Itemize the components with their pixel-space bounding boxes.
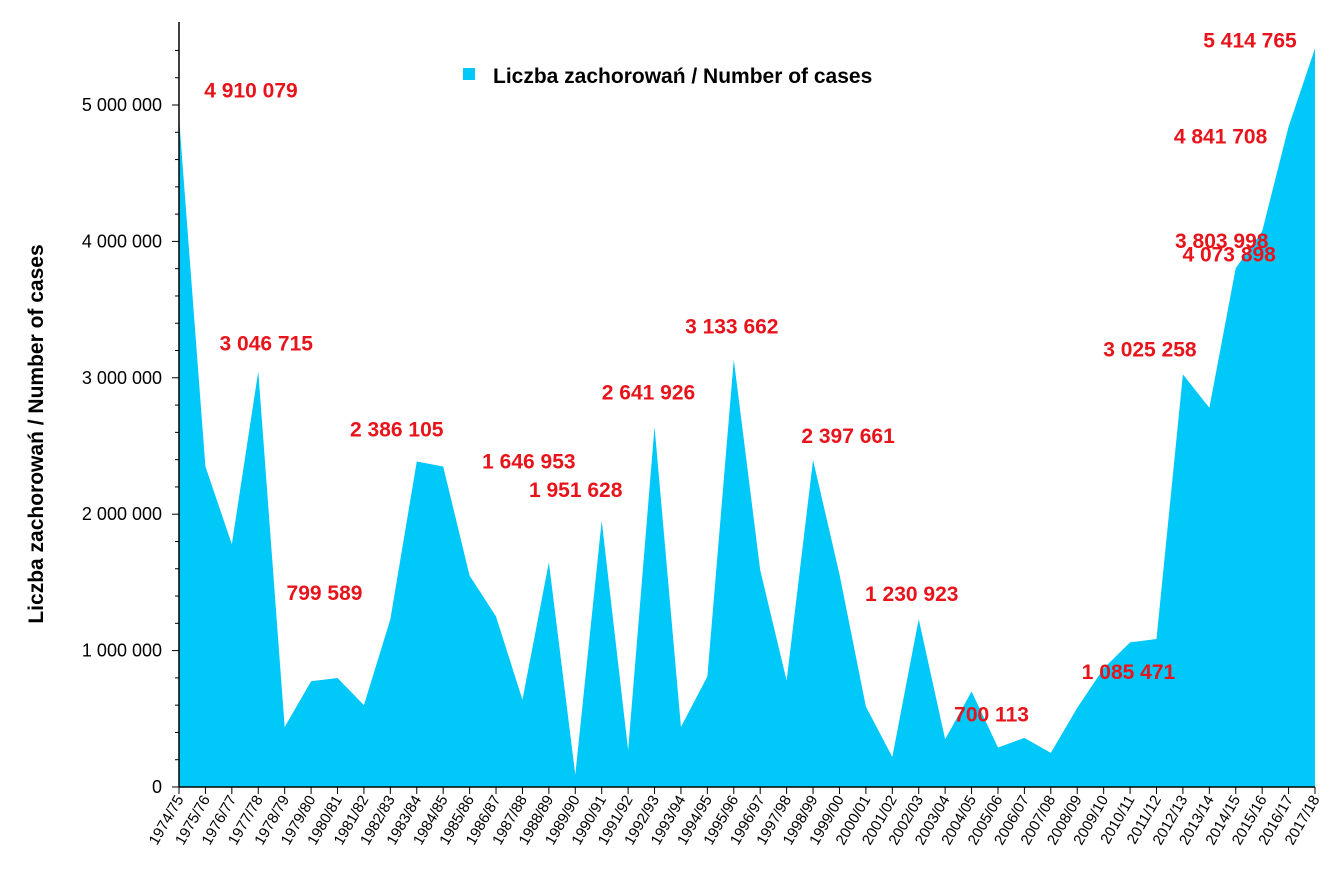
data-label: 1 646 953 [482, 450, 575, 473]
data-label: 1 230 923 [865, 583, 958, 606]
data-label: 4 841 708 [1174, 126, 1268, 149]
data-label: 2 397 661 [801, 425, 895, 448]
data-label: 799 589 [287, 582, 363, 605]
data-label: 1 085 471 [1082, 661, 1176, 684]
y-tick-label: 3 000 000 [82, 368, 162, 388]
data-label: 3 803 998 [1175, 230, 1269, 253]
data-label: 700 113 [954, 704, 1029, 727]
data-label: 2 386 105 [350, 419, 444, 442]
data-label: 5 414 765 [1203, 29, 1297, 52]
y-tick-label: 5 000 000 [82, 95, 162, 115]
data-label: 3 133 662 [685, 316, 778, 339]
y-tick-label: 4 000 000 [82, 231, 162, 251]
data-label: 4 073 898 [1182, 243, 1276, 266]
data-label: 4 910 079 [204, 79, 297, 102]
y-axis-label: Liczba zachorowań / Number of cases [25, 244, 48, 623]
data-label: 2 641 926 [602, 382, 695, 405]
y-tick-label: 1 000 000 [82, 641, 162, 661]
legend-label: Liczba zachorowań / Number of cases [493, 65, 872, 88]
y-tick-label: 0 [152, 777, 162, 797]
data-label: 1 951 628 [529, 479, 623, 502]
data-label: 3 025 258 [1103, 338, 1197, 361]
data-label: 3 046 715 [220, 332, 314, 355]
series-area [179, 48, 1315, 788]
y-tick-label: 2 000 000 [82, 504, 162, 524]
legend-swatch [463, 68, 475, 80]
